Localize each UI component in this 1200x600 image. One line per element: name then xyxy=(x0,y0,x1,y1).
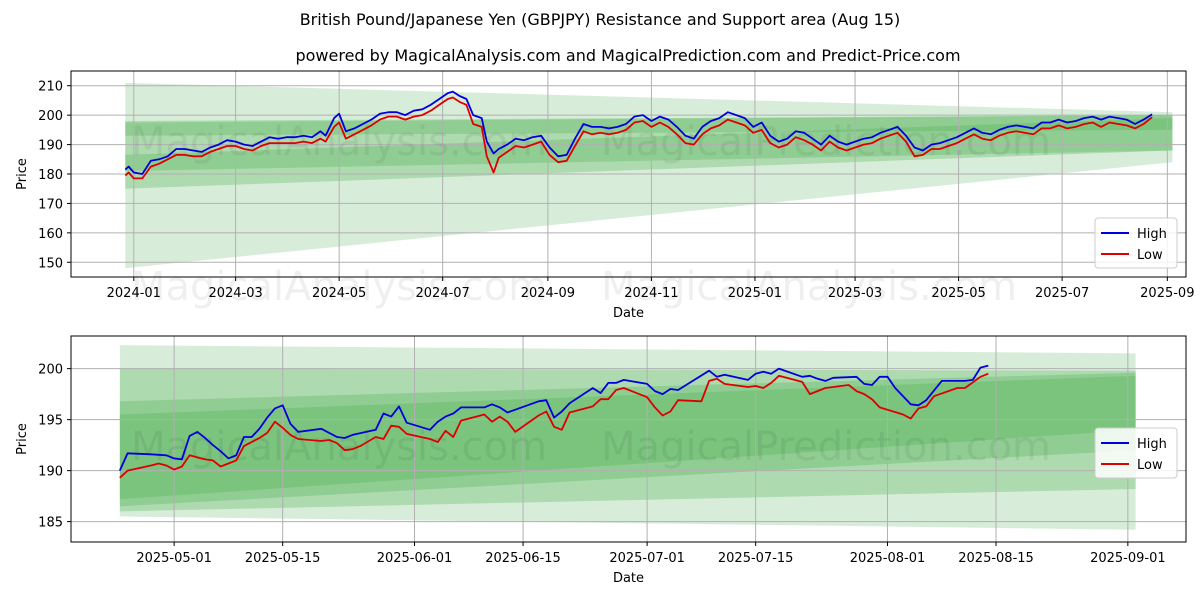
y-tick-label: 160 xyxy=(38,227,63,242)
legend-label-high: High xyxy=(1137,437,1167,452)
legend-label-high: High xyxy=(1137,227,1167,242)
x-tick-label: 2024-11 xyxy=(624,286,678,301)
x-tick-label: 2025-01 xyxy=(728,286,782,301)
watermark: MagicalPrediction.com xyxy=(601,119,1051,165)
legend-box xyxy=(1094,217,1178,269)
x-axis-label: Date xyxy=(613,306,644,321)
x-tick-label: 2024-09 xyxy=(521,286,575,301)
band-2 xyxy=(119,372,1136,500)
band-0 xyxy=(125,82,1173,269)
x-tick-label: 2024-05 xyxy=(312,286,366,301)
x-tick-label: 2024-03 xyxy=(208,286,262,301)
y-tick-label: 190 xyxy=(38,139,63,154)
watermark: MagicalPrediction.com xyxy=(601,424,1051,470)
x-tick-label: 2025-06-01 xyxy=(377,551,453,566)
x-tick-label: 2025-05-01 xyxy=(136,551,212,566)
watermark: MagicalAnalysis.com xyxy=(601,264,1017,310)
legend-label-low: Low xyxy=(1137,248,1163,263)
y-tick-label: 210 xyxy=(38,80,63,95)
x-tick-label: 2025-06-15 xyxy=(485,551,561,566)
y-axis-label: Price xyxy=(15,158,30,190)
plot-frame xyxy=(70,335,1187,543)
band-1 xyxy=(119,368,1136,512)
y-tick-label: 200 xyxy=(38,363,63,378)
x-tick-label: 2025-09 xyxy=(1140,286,1194,301)
x-tick-label: 2025-05 xyxy=(931,286,985,301)
series-line-high xyxy=(118,364,989,471)
y-tick-label: 185 xyxy=(38,516,63,531)
x-tick-label: 2025-07-01 xyxy=(609,551,685,566)
x-tick-label: 2025-09-01 xyxy=(1090,551,1166,566)
x-tick-label: 2025-08-01 xyxy=(850,551,926,566)
y-tick-label: 180 xyxy=(38,168,63,183)
legend: High Low xyxy=(1094,217,1178,269)
watermark: MagicalAnalysis.com xyxy=(131,119,547,165)
y-tick-label: 150 xyxy=(38,256,63,271)
x-tick-label: 2025-08-15 xyxy=(958,551,1034,566)
top-chart-panel: MagicalAnalysis.com MagicalPrediction.com… xyxy=(15,70,1194,321)
series-line-low xyxy=(119,372,989,479)
x-tick-label: 2025-03 xyxy=(828,286,882,301)
band-0 xyxy=(119,345,1136,530)
chart-title: British Pound/Japanese Yen (GBPJPY) Resi… xyxy=(300,10,901,29)
series-line-high xyxy=(124,90,1153,175)
x-tick-label: 2025-07-15 xyxy=(718,551,794,566)
legend-label-low: Low xyxy=(1137,458,1163,473)
bottom-chart-panel: MagicalAnalysis.com MagicalPrediction.com… xyxy=(15,335,1187,586)
watermark: MagicalAnalysis.com xyxy=(131,264,547,310)
y-tick-label: 190 xyxy=(38,465,63,480)
x-tick-label: 2024-01 xyxy=(107,286,161,301)
y-axis-label: Price xyxy=(15,423,30,455)
band-1 xyxy=(125,115,1173,189)
watermark: MagicalAnalysis.com xyxy=(131,424,547,470)
legend: High Low xyxy=(1094,427,1178,479)
x-axis-label: Date xyxy=(613,571,644,586)
legend-box xyxy=(1094,427,1178,479)
y-tick-label: 170 xyxy=(38,197,63,212)
y-tick-label: 200 xyxy=(38,109,63,124)
x-tick-label: 2025-05-15 xyxy=(245,551,321,566)
x-tick-label: 2025-07 xyxy=(1035,286,1089,301)
series-line-low xyxy=(124,96,1153,180)
x-tick-label: 2024-07 xyxy=(416,286,470,301)
chart-subtitle: powered by MagicalAnalysis.com and Magic… xyxy=(295,46,960,65)
y-tick-label: 195 xyxy=(38,414,63,429)
